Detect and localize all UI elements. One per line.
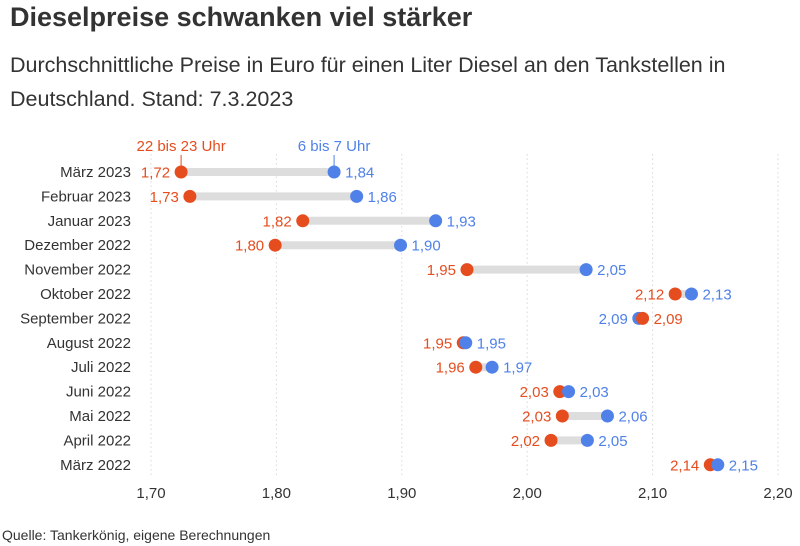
value-label-morning: 2,15 [729, 457, 758, 474]
dot-morning [485, 360, 499, 374]
category-label: August 2022 [47, 335, 131, 352]
dot-evening [268, 238, 282, 252]
legend-label-evening: 22 bis 23 Uhr [136, 138, 225, 155]
category-label: März 2023 [60, 164, 131, 181]
dot-evening [555, 409, 569, 423]
value-label-evening: 2,14 [670, 457, 699, 474]
value-label-morning: 1,86 [368, 189, 397, 206]
value-label-morning: 1,97 [503, 360, 532, 377]
dot-evening [183, 189, 197, 203]
dot-morning [711, 458, 725, 472]
value-label-morning: 2,05 [597, 262, 626, 279]
category-label: Oktober 2022 [40, 286, 131, 303]
dot-morning [459, 336, 473, 350]
value-label-evening: 2,03 [522, 409, 551, 426]
dot-morning [327, 165, 341, 179]
source-note: Quelle: Tankerkönig, eigene Berechnungen [2, 527, 271, 543]
category-label: Juli 2022 [71, 359, 131, 376]
dot-evening [544, 433, 558, 447]
category-label: Mai 2022 [69, 408, 131, 425]
dot-evening [460, 263, 474, 277]
value-label-morning: 2,06 [618, 409, 647, 426]
value-label-morning: 2,09 [599, 311, 628, 328]
value-label-morning: 2,03 [580, 384, 609, 401]
value-label-evening: 2,09 [654, 311, 683, 328]
x-tick-label: 2,10 [638, 485, 667, 502]
dot-evening [296, 214, 310, 228]
value-label-evening: 2,03 [520, 384, 549, 401]
value-label-morning: 2,05 [598, 433, 627, 450]
category-label: September 2022 [20, 310, 131, 327]
value-label-evening: 2,02 [511, 433, 540, 450]
chart-title: Dieselpreise schwanken viel stärker [10, 2, 473, 32]
dot-morning [429, 214, 443, 228]
x-axis: 1,70 1,80 1,90 2,00 2,10 2,20 [136, 485, 792, 502]
dot-morning [562, 385, 576, 399]
category-label: November 2022 [24, 262, 131, 279]
category-label: März 2022 [60, 457, 131, 474]
x-tick-label: 1,70 [136, 485, 165, 502]
dot-evening [668, 287, 682, 301]
dot-morning [684, 287, 698, 301]
value-label-morning: 1,90 [412, 238, 441, 255]
category-label: April 2022 [63, 432, 131, 449]
value-label-evening: 1,73 [150, 189, 179, 206]
dot-evening [469, 360, 483, 374]
category-labels: März 2023 Februar 2023 Januar 2023 Dezember… [20, 164, 131, 474]
value-label-evening: 1,72 [141, 165, 170, 182]
dots [174, 165, 725, 472]
category-label: Januar 2023 [48, 213, 131, 230]
category-label: Juni 2022 [66, 384, 131, 401]
x-tick-label: 1,80 [262, 485, 291, 502]
value-label-evening: 1,82 [263, 213, 292, 230]
series-legend: 22 bis 23 Uhr 6 bis 7 Uhr [136, 138, 370, 166]
category-label: Februar 2023 [41, 188, 131, 205]
dot-evening [636, 311, 650, 325]
value-labels: 1,72 1,84 1,73 1,86 1,82 1,93 1,80 1,90 1,95 2,05… [141, 165, 758, 475]
value-label-evening: 1,80 [235, 238, 264, 255]
dot-morning [580, 433, 594, 447]
x-tick-label: 2,20 [763, 485, 792, 502]
value-label-evening: 1,96 [436, 360, 465, 377]
value-label-evening: 1,95 [423, 335, 452, 352]
value-label-evening: 2,12 [635, 287, 664, 304]
value-label-morning: 1,84 [345, 165, 374, 182]
x-tick-label: 1,90 [387, 485, 416, 502]
value-label-morning: 1,93 [447, 213, 476, 230]
value-label-evening: 1,95 [427, 262, 456, 279]
dot-morning [579, 263, 593, 277]
dot-morning [600, 409, 614, 423]
dot-morning [394, 238, 408, 252]
chart-subtitle: Durchschnittliche Preise in Euro für ein… [10, 53, 726, 111]
value-label-morning: 1,95 [477, 335, 506, 352]
value-label-morning: 2,13 [702, 287, 731, 304]
legend-label-morning: 6 bis 7 Uhr [298, 138, 371, 155]
dot-evening [174, 165, 188, 179]
category-label: Dezember 2022 [24, 237, 131, 254]
x-tick-label: 2,00 [513, 485, 542, 502]
dot-morning [350, 189, 364, 203]
grid-lines [150, 154, 779, 478]
